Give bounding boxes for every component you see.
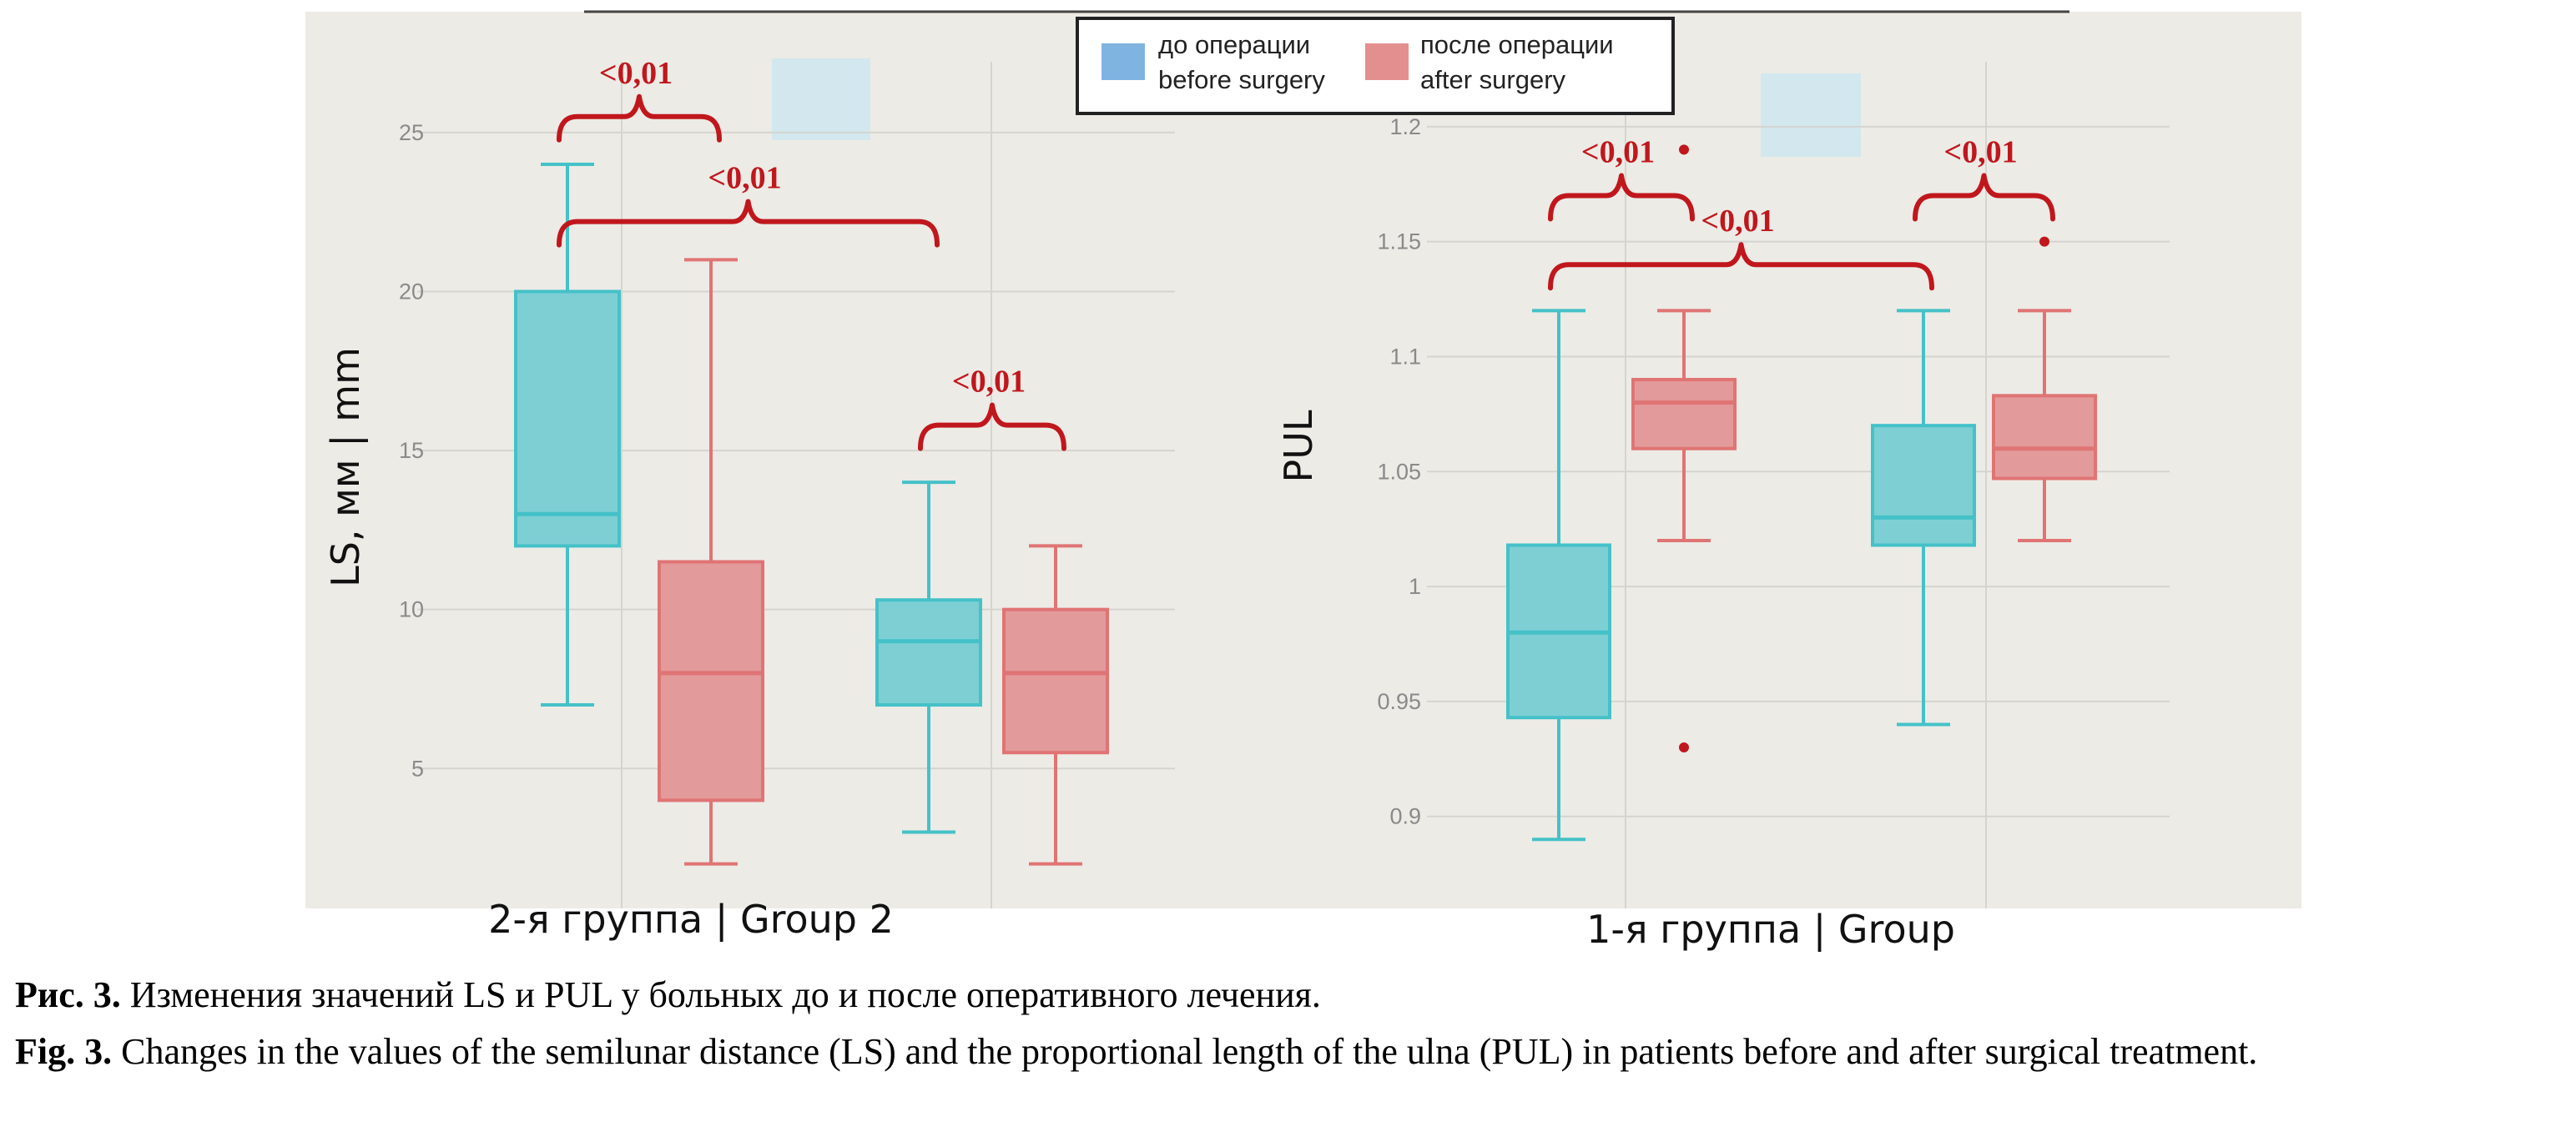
- pul-tick-label: 0.9: [1389, 804, 1421, 829]
- legend-swatch-before: [1101, 43, 1145, 80]
- ls-y-axis-label: LS, мм | mm: [323, 347, 369, 587]
- pul-tick-label: 1.2: [1389, 114, 1421, 139]
- ls-tick-label: 20: [399, 279, 424, 304]
- ls-boxplot: 5 10 15 20 25 <0,01 <0,01 <0,01 LS, мм | mm 2-я г…: [323, 56, 1175, 943]
- pul-group-b-after-box: [1992, 394, 2097, 480]
- caption-ru-label: Рис. 3.: [15, 974, 121, 1015]
- ls-significance-bracket: [557, 93, 722, 143]
- ls-significance-label: <0,01: [599, 56, 673, 91]
- pul-significance-label: <0,01: [1701, 204, 1774, 239]
- ls-tick-label: 10: [399, 597, 424, 622]
- pul-tick-label: 0.95: [1377, 689, 1421, 714]
- legend-label-after-en: after surgery: [1420, 65, 1566, 94]
- pul-significance-label: <0,01: [1943, 135, 2017, 170]
- pul-boxplot: 0.9 0.95 1 1.05 1.1 1.15 1.2 <0,01 <0,01 <0,01 PUL…: [1276, 62, 2170, 953]
- figure-caption-ru: Рис. 3. Изменения значений LS и PUL у бо…: [15, 974, 2568, 1016]
- caption-en-text: Changes in the values of the semilunar d…: [112, 1031, 2258, 1072]
- ls-group-a-after-box: [658, 560, 764, 802]
- pul-group-a-after-outlier: [1679, 742, 1689, 753]
- figure-caption-en: Fig. 3. Changes in the values of the sem…: [15, 1031, 2568, 1073]
- empty-swatch-left: [772, 58, 870, 140]
- ls-significance-bracket: [918, 402, 1066, 451]
- pul-group-b-before-box: [1871, 424, 1976, 547]
- pul-group-a-after-outlier: [1679, 144, 1689, 155]
- pul-tick-label: 1.15: [1377, 229, 1421, 254]
- legend-label-after-ru: после операции: [1420, 30, 1614, 59]
- ls-significance-bracket: [557, 199, 940, 248]
- pul-group-b-after-outlier: [2039, 236, 2049, 247]
- pul-tick-label: 1.05: [1377, 459, 1421, 484]
- ls-significance-label: <0,01: [708, 161, 781, 196]
- ls-x-axis-label: 2-я группа | Group 2: [488, 897, 894, 943]
- legend-label-before-en: before surgery: [1158, 65, 1325, 94]
- ls-significance-label: <0,01: [952, 365, 1026, 400]
- ls-tick-label: 5: [411, 756, 424, 781]
- figure-chart: 5 10 15 20 25 <0,01 <0,01 <0,01 LS, мм | mm 2-я г…: [305, 10, 2301, 953]
- legend-label-before-ru: до операции: [1158, 30, 1310, 59]
- pul-significance-bracket: [1548, 242, 1934, 291]
- pul-significance-bracket: [1913, 173, 2055, 222]
- ls-group-b-after-box: [1002, 607, 1109, 755]
- ls-tick-label: 15: [399, 438, 424, 463]
- legend-swatch-after: [1365, 43, 1409, 80]
- pul-x-axis-label: 1-я группа | Group: [1586, 907, 1955, 953]
- empty-swatch-right: [1761, 73, 1861, 157]
- ls-group-b-before-box: [875, 598, 982, 707]
- ls-group-a-before-box: [514, 289, 621, 548]
- legend: до операции before surgery после операци…: [1076, 17, 1675, 115]
- ls-tick-label: 25: [399, 120, 424, 145]
- pul-group-a-after-box: [1631, 378, 1737, 450]
- pul-significance-label: <0,01: [1581, 135, 1655, 170]
- caption-en-label: Fig. 3.: [15, 1031, 113, 1072]
- pul-tick-label: 1.1: [1389, 344, 1421, 369]
- pul-y-axis-label: PUL: [1276, 410, 1321, 482]
- caption-ru-text: Изменения значений LS и PUL у больных до…: [120, 974, 1321, 1015]
- pul-tick-label: 1: [1409, 574, 1421, 599]
- pul-significance-bracket: [1548, 173, 1695, 222]
